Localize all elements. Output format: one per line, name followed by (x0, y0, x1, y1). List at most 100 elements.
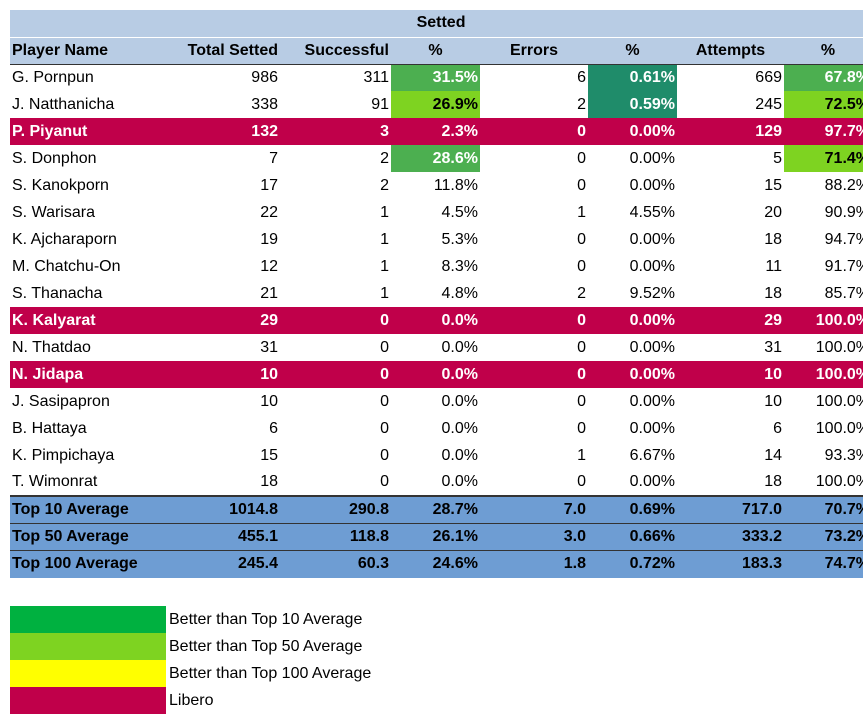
attempts-pct: 72.5% (784, 91, 863, 118)
total-setted: 132 (165, 118, 280, 145)
errors: 0 (480, 118, 588, 145)
table-row: T. Wimonrat 18 0 0.0% 0 0.00% 18 100.0% (10, 469, 863, 496)
successful-pct: 28.6% (391, 145, 480, 172)
successful: 2 (280, 145, 391, 172)
attempts: 333.2 (677, 523, 784, 551)
player-name: S. Warisara (10, 199, 165, 226)
successful-pct: 4.8% (391, 280, 480, 307)
header-total-setted: Total Setted (165, 37, 280, 65)
total-setted: 12 (165, 253, 280, 280)
total-setted: 15 (165, 442, 280, 469)
attempts-pct: 90.9% (784, 199, 863, 226)
player-name: S. Thanacha (10, 280, 165, 307)
errors: 2 (480, 280, 588, 307)
errors-pct: 0.59% (588, 91, 677, 118)
successful: 0 (280, 307, 391, 334)
successful: 1 (280, 280, 391, 307)
table-row: J. Natthanicha 338 91 26.9% 2 0.59% 245 … (10, 91, 863, 118)
total-setted: 29 (165, 307, 280, 334)
player-name: M. Chatchu-On (10, 253, 165, 280)
player-name: K. Kalyarat (10, 307, 165, 334)
average-label: Top 50 Average (10, 523, 165, 551)
legend-swatch-top100 (10, 660, 166, 687)
table-row: G. Pornpun 986 311 31.5% 6 0.61% 669 67.… (10, 64, 863, 91)
successful: 0 (280, 361, 391, 388)
successful: 3 (280, 118, 391, 145)
total-setted: 19 (165, 226, 280, 253)
player-name: G. Pornpun (10, 64, 165, 91)
attempts: 245 (677, 91, 784, 118)
successful-pct: 0.0% (391, 415, 480, 442)
total-setted: 10 (165, 388, 280, 415)
player-name: N. Jidapa (10, 361, 165, 388)
player-name: K. Pimpichaya (10, 442, 165, 469)
errors-pct: 0.00% (588, 415, 677, 442)
successful: 0 (280, 388, 391, 415)
legend-item-top50: Better than Top 50 Average (10, 633, 510, 660)
total-setted: 31 (165, 334, 280, 361)
successful: 118.8 (280, 523, 391, 551)
total-setted: 1014.8 (165, 495, 280, 524)
attempts-pct: 100.0% (784, 415, 863, 442)
successful-pct: 31.5% (391, 64, 480, 91)
total-setted: 10 (165, 361, 280, 388)
errors: 1 (480, 199, 588, 226)
attempts-pct: 71.4% (784, 145, 863, 172)
table-row: B. Hattaya 6 0 0.0% 0 0.00% 6 100.0% (10, 415, 863, 442)
setted-stats-table: Setted Player Name Total Setted Successf… (10, 10, 863, 578)
successful: 1 (280, 226, 391, 253)
successful: 60.3 (280, 550, 391, 578)
table-header-row: Player Name Total Setted Successful % Er… (10, 37, 863, 65)
player-name: P. Piyanut (10, 118, 165, 145)
errors-pct: 0.00% (588, 172, 677, 199)
average-label: Top 100 Average (10, 550, 165, 578)
attempts: 5 (677, 145, 784, 172)
successful: 0 (280, 442, 391, 469)
errors-pct: 0.00% (588, 388, 677, 415)
successful-pct: 0.0% (391, 469, 480, 496)
average-row-top100: Top 100 Average 245.4 60.3 24.6% 1.8 0.7… (10, 550, 863, 578)
header-attempts: Attempts (677, 37, 784, 65)
legend-swatch-top50 (10, 633, 166, 660)
attempts-pct: 74.7% (784, 550, 863, 578)
errors: 6 (480, 64, 588, 91)
errors-pct: 0.00% (588, 361, 677, 388)
table-row: K. Pimpichaya 15 0 0.0% 1 6.67% 14 93.3% (10, 442, 863, 469)
player-name: K. Ajcharaporn (10, 226, 165, 253)
attempts-pct: 100.0% (784, 469, 863, 496)
legend-label: Better than Top 50 Average (169, 638, 363, 655)
errors-pct: 0.72% (588, 550, 677, 578)
player-name: S. Kanokporn (10, 172, 165, 199)
table-row-libero: N. Jidapa 10 0 0.0% 0 0.00% 10 100.0% (10, 361, 863, 388)
successful-pct: 0.0% (391, 307, 480, 334)
table-row: N. Thatdao 31 0 0.0% 0 0.00% 31 100.0% (10, 334, 863, 361)
table-row: S. Donphon 7 2 28.6% 0 0.00% 5 71.4% (10, 145, 863, 172)
header-successful: Successful (280, 37, 391, 65)
successful-pct: 8.3% (391, 253, 480, 280)
errors-pct: 9.52% (588, 280, 677, 307)
attempts: 20 (677, 199, 784, 226)
errors: 0 (480, 253, 588, 280)
attempts: 14 (677, 442, 784, 469)
errors: 1 (480, 442, 588, 469)
attempts-pct: 73.2% (784, 523, 863, 551)
errors-pct: 6.67% (588, 442, 677, 469)
header-errors: Errors (480, 37, 588, 65)
attempts: 18 (677, 226, 784, 253)
successful-pct: 2.3% (391, 118, 480, 145)
average-row-top50: Top 50 Average 455.1 118.8 26.1% 3.0 0.6… (10, 523, 863, 551)
attempts: 11 (677, 253, 784, 280)
total-setted: 455.1 (165, 523, 280, 551)
table-row: M. Chatchu-On 12 1 8.3% 0 0.00% 11 91.7% (10, 253, 863, 280)
errors-pct: 0.00% (588, 226, 677, 253)
errors-pct: 0.69% (588, 495, 677, 524)
errors: 0 (480, 334, 588, 361)
total-setted: 986 (165, 64, 280, 91)
attempts-pct: 100.0% (784, 388, 863, 415)
legend-label: Better than Top 100 Average (169, 665, 372, 682)
table-row: S. Thanacha 21 1 4.8% 2 9.52% 18 85.7% (10, 280, 863, 307)
player-name: B. Hattaya (10, 415, 165, 442)
attempts-pct: 100.0% (784, 334, 863, 361)
successful-pct: 0.0% (391, 361, 480, 388)
errors: 7.0 (480, 495, 588, 524)
